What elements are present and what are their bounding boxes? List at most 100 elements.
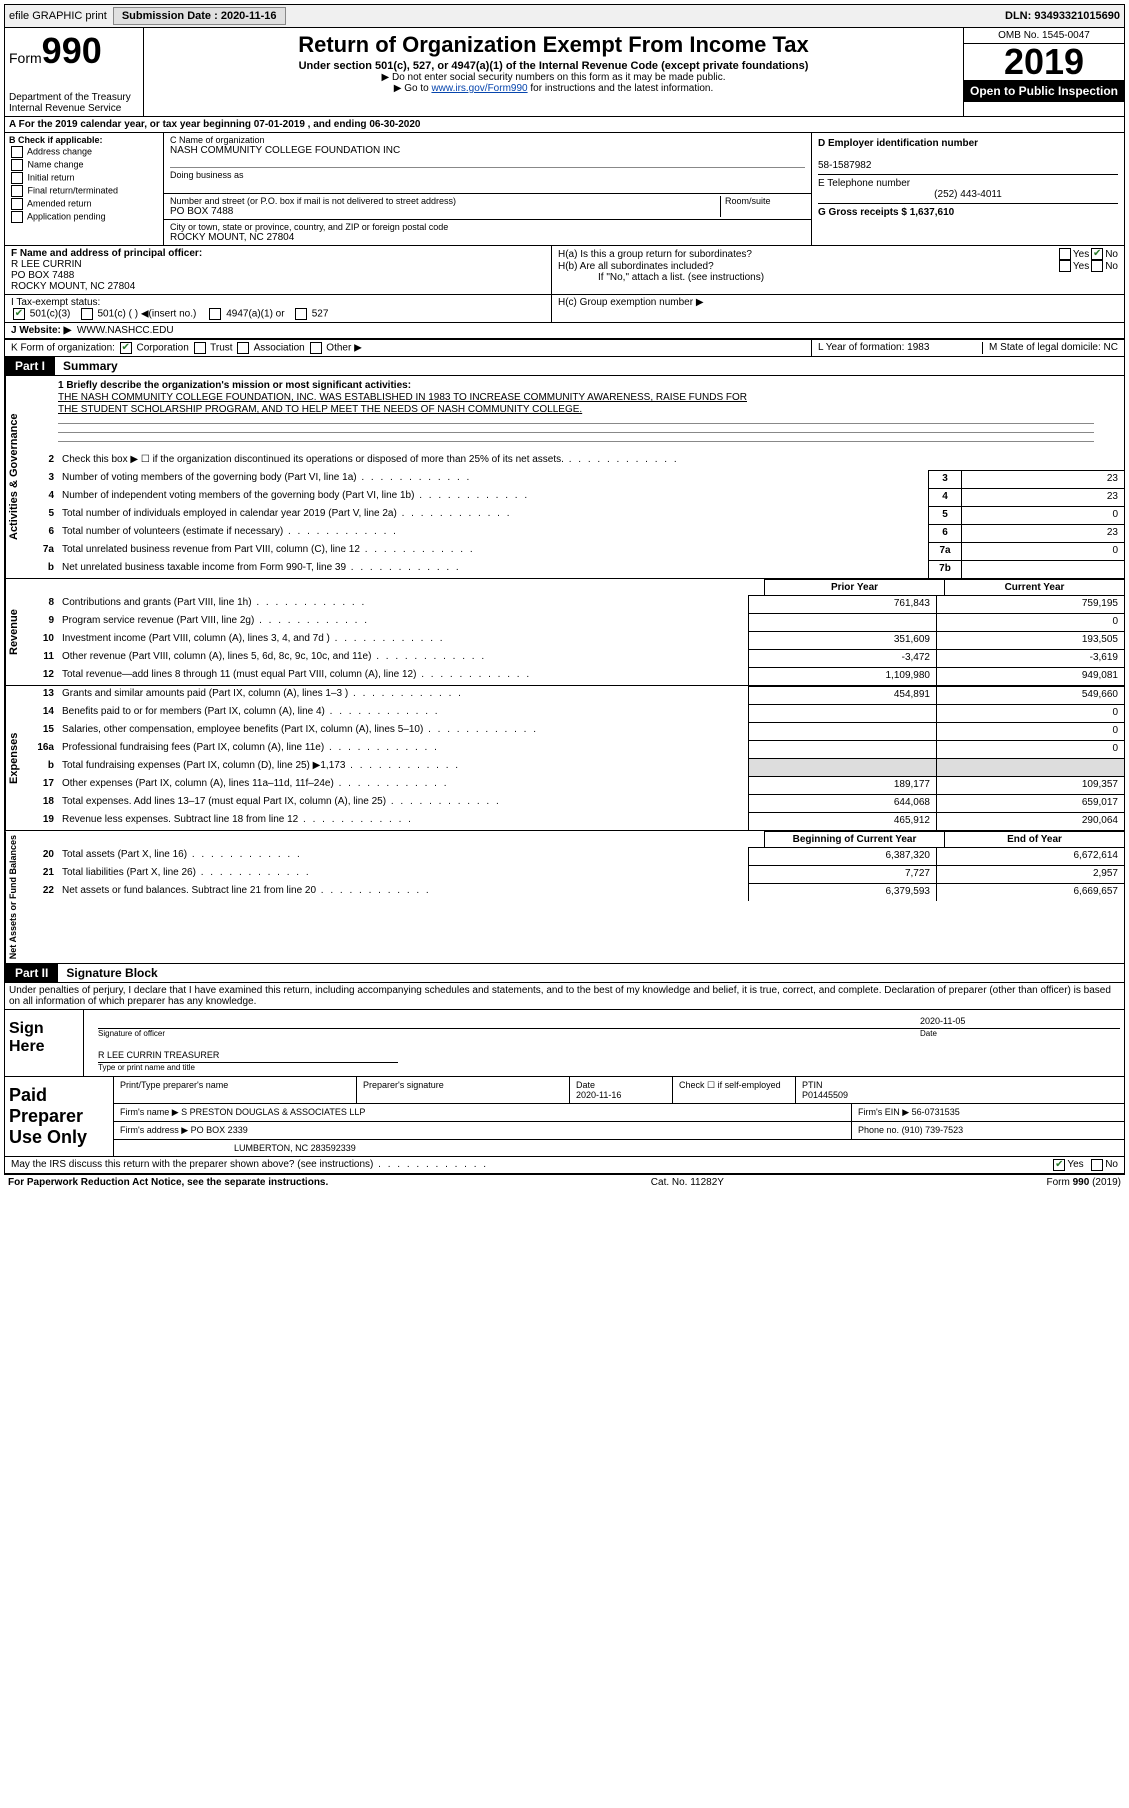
activities-governance: Activities & Governance 1 Briefly descri… bbox=[4, 376, 1125, 579]
part2-header: Part II Signature Block bbox=[4, 964, 1125, 983]
top-bar: efile GRAPHIC print Submission Date : 20… bbox=[4, 4, 1125, 28]
gross-receipts: G Gross receipts $ 1,637,610 bbox=[818, 207, 954, 218]
form-prefix: Form bbox=[9, 50, 42, 66]
org-info-block: B Check if applicable: Address change Na… bbox=[4, 133, 1125, 246]
phone: (252) 443-4011 bbox=[818, 189, 1118, 200]
summary-line: 7aTotal unrelated business revenue from … bbox=[28, 542, 1124, 560]
summary-line: 4Number of independent voting members of… bbox=[28, 488, 1124, 506]
form-id-block: Form990 Department of the Treasury Inter… bbox=[5, 28, 144, 116]
summary-line: 13Grants and similar amounts paid (Part … bbox=[28, 686, 1124, 704]
summary-line: 8Contributions and grants (Part VIII, li… bbox=[28, 595, 1124, 613]
summary-line: 12Total revenue—add lines 8 through 11 (… bbox=[28, 667, 1124, 685]
part1-header: Part I Summary bbox=[4, 357, 1125, 376]
discuss-row: May the IRS discuss this return with the… bbox=[4, 1157, 1125, 1174]
check-amended-return[interactable]: Amended return bbox=[9, 198, 159, 210]
summary-line: 10Investment income (Part VIII, column (… bbox=[28, 631, 1124, 649]
status-501c[interactable] bbox=[81, 308, 93, 320]
submission-date-button[interactable]: Submission Date : 2020-11-16 bbox=[113, 7, 286, 25]
check-initial-return[interactable]: Initial return bbox=[9, 172, 159, 184]
form-number: 990 bbox=[42, 30, 102, 71]
form-of-org-row: K Form of organization: Corporation Trus… bbox=[4, 340, 1125, 357]
summary-line: 20Total assets (Part X, line 16)6,387,32… bbox=[28, 847, 1124, 865]
firm-name: S PRESTON DOUGLAS & ASSOCIATES LLP bbox=[181, 1107, 365, 1117]
form-header: Form990 Department of the Treasury Inter… bbox=[4, 28, 1125, 117]
firm-ein: 56-0731535 bbox=[912, 1107, 960, 1117]
dept-label: Department of the Treasury Internal Reve… bbox=[9, 92, 139, 114]
expenses-section: Expenses 13Grants and similar amounts pa… bbox=[4, 686, 1125, 831]
firm-phone: (910) 739-7523 bbox=[902, 1125, 964, 1135]
cat-no: Cat. No. 11282Y bbox=[651, 1177, 724, 1188]
prep-date: 2020-11-16 bbox=[576, 1090, 621, 1100]
check-address-change[interactable]: Address change bbox=[9, 146, 159, 158]
website-url: WWW.NASHCC.EDU bbox=[77, 325, 174, 336]
officer-name-title: R LEE CURRIN TREASURER bbox=[98, 1050, 219, 1060]
form-subtitle: Under section 501(c), 527, or 4947(a)(1)… bbox=[150, 60, 957, 72]
org-name-address: C Name of organization NASH COMMUNITY CO… bbox=[164, 133, 811, 245]
summary-line: 18Total expenses. Add lines 13–17 (must … bbox=[28, 794, 1124, 812]
summary-line: bTotal fundraising expenses (Part IX, co… bbox=[28, 758, 1124, 776]
page-footer: For Paperwork Reduction Act Notice, see … bbox=[4, 1174, 1125, 1190]
summary-line: 15Salaries, other compensation, employee… bbox=[28, 722, 1124, 740]
perjury-statement: Under penalties of perjury, I declare th… bbox=[4, 983, 1125, 1010]
summary-line: 9Program service revenue (Part VIII, lin… bbox=[28, 613, 1124, 631]
summary-line: 17Other expenses (Part IX, column (A), l… bbox=[28, 776, 1124, 794]
summary-line: 5Total number of individuals employed in… bbox=[28, 506, 1124, 524]
efile-label: efile GRAPHIC print bbox=[9, 10, 107, 22]
discuss-no[interactable] bbox=[1091, 1159, 1103, 1171]
ein-phone-block: D Employer identification number 58-1587… bbox=[811, 133, 1124, 245]
sign-here-block: Sign Here 2020-11-05 Signature of office… bbox=[4, 1010, 1125, 1077]
tax-status-block: I Tax-exempt status: 501(c)(3) 501(c) ( … bbox=[4, 295, 1125, 323]
prior-year-header: Prior Year bbox=[764, 579, 944, 595]
note-link: Go to www.irs.gov/Form990 for instructio… bbox=[150, 83, 957, 94]
discuss-yes[interactable] bbox=[1053, 1159, 1065, 1171]
year-formation: L Year of formation: 1983 bbox=[818, 342, 982, 354]
status-527[interactable] bbox=[295, 308, 307, 320]
current-year-header: Current Year bbox=[944, 579, 1124, 595]
summary-line: 11Other revenue (Part VIII, column (A), … bbox=[28, 649, 1124, 667]
firm-addr: PO BOX 2339 bbox=[191, 1125, 248, 1135]
check-final-return[interactable]: Final return/terminated bbox=[9, 185, 159, 197]
org-city: ROCKY MOUNT, NC 27804 bbox=[170, 232, 805, 243]
summary-line: 22Net assets or fund balances. Subtract … bbox=[28, 883, 1124, 901]
k-other[interactable] bbox=[310, 342, 322, 354]
end-year-header: End of Year bbox=[944, 831, 1124, 847]
org-street: PO BOX 7488 bbox=[170, 206, 720, 217]
begin-year-header: Beginning of Current Year bbox=[764, 831, 944, 847]
check-if-applicable: B Check if applicable: Address change Na… bbox=[5, 133, 164, 245]
note-ssn: Do not enter social security numbers on … bbox=[150, 72, 957, 83]
website-row: J Website: ▶ WWW.NASHCC.EDU bbox=[4, 323, 1125, 340]
status-4947[interactable] bbox=[209, 308, 221, 320]
revenue-section: Revenue Prior Year Current Year 8Contrib… bbox=[4, 579, 1125, 686]
tax-year: 2019 bbox=[964, 44, 1124, 80]
status-501c3[interactable] bbox=[13, 308, 25, 320]
summary-line: 19Revenue less expenses. Subtract line 1… bbox=[28, 812, 1124, 830]
summary-line: 16aProfessional fundraising fees (Part I… bbox=[28, 740, 1124, 758]
ptin: P01445509 bbox=[802, 1090, 848, 1100]
summary-line: 6Total number of volunteers (estimate if… bbox=[28, 524, 1124, 542]
form-title-block: Return of Organization Exempt From Incom… bbox=[144, 28, 963, 116]
k-trust[interactable] bbox=[194, 342, 206, 354]
inspection-badge: Open to Public Inspection bbox=[964, 80, 1124, 102]
summary-line: 14Benefits paid to or for members (Part … bbox=[28, 704, 1124, 722]
row-a-tax-year: A For the 2019 calendar year, or tax yea… bbox=[4, 117, 1125, 133]
summary-line: 21Total liabilities (Part X, line 26)7,7… bbox=[28, 865, 1124, 883]
form-year-block: OMB No. 1545-0047 2019 Open to Public In… bbox=[963, 28, 1124, 116]
form-title: Return of Organization Exempt From Incom… bbox=[150, 32, 957, 58]
ha-yes[interactable] bbox=[1059, 248, 1071, 260]
ein: 58-1587982 bbox=[818, 160, 871, 171]
check-name-change[interactable]: Name change bbox=[9, 159, 159, 171]
summary-line: 3Number of voting members of the governi… bbox=[28, 470, 1124, 488]
hb-no[interactable] bbox=[1091, 260, 1103, 272]
ha-no[interactable] bbox=[1091, 248, 1103, 260]
hb-yes[interactable] bbox=[1059, 260, 1071, 272]
irs-link[interactable]: www.irs.gov/Form990 bbox=[431, 83, 527, 94]
state-domicile: M State of legal domicile: NC bbox=[982, 342, 1118, 354]
k-assoc[interactable] bbox=[237, 342, 249, 354]
dln-label: DLN: 93493321015690 bbox=[1005, 10, 1120, 22]
check-application-pending[interactable]: Application pending bbox=[9, 211, 159, 223]
officer-group-block: F Name and address of principal officer:… bbox=[4, 246, 1125, 295]
k-corp[interactable] bbox=[120, 342, 132, 354]
mission-block: 1 Briefly describe the organization's mi… bbox=[28, 376, 1124, 452]
summary-line: 2Check this box ▶ ☐ if the organization … bbox=[28, 452, 1124, 470]
summary-line: bNet unrelated business taxable income f… bbox=[28, 560, 1124, 578]
